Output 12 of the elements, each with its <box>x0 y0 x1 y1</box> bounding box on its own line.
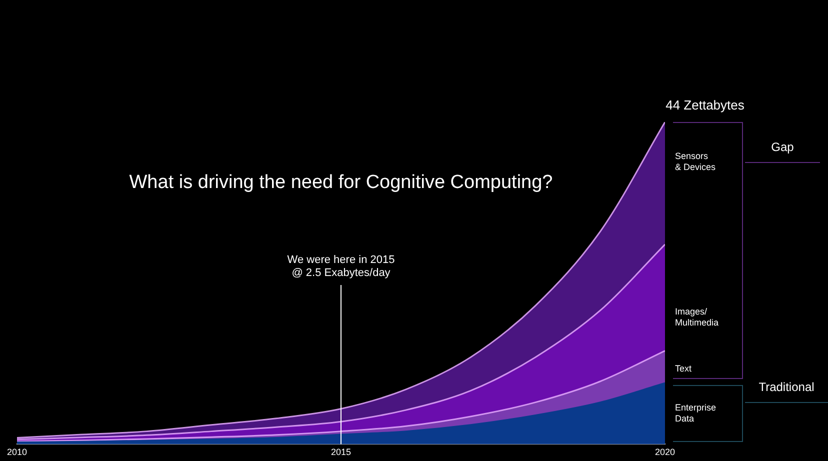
x-tick-label: 2020 <box>654 447 676 458</box>
ref-line-label: We were here in 2015 @ 2.5 Exabytes/day <box>287 254 395 280</box>
x-tick-label: 2015 <box>330 447 352 458</box>
series-label: Enterprise Data <box>675 402 716 424</box>
text: Gap <box>745 140 820 163</box>
series-label: Text <box>675 363 692 374</box>
series-label: Sensors & Devices <box>675 150 716 172</box>
text: What is driving the need for Cognitive Computing? <box>129 172 553 194</box>
series-label: Images/ Multimedia <box>675 306 719 328</box>
annotation: 44 Zettabytes <box>666 98 745 113</box>
text: Traditional <box>745 380 828 403</box>
x-tick-label: 2010 <box>6 447 28 458</box>
